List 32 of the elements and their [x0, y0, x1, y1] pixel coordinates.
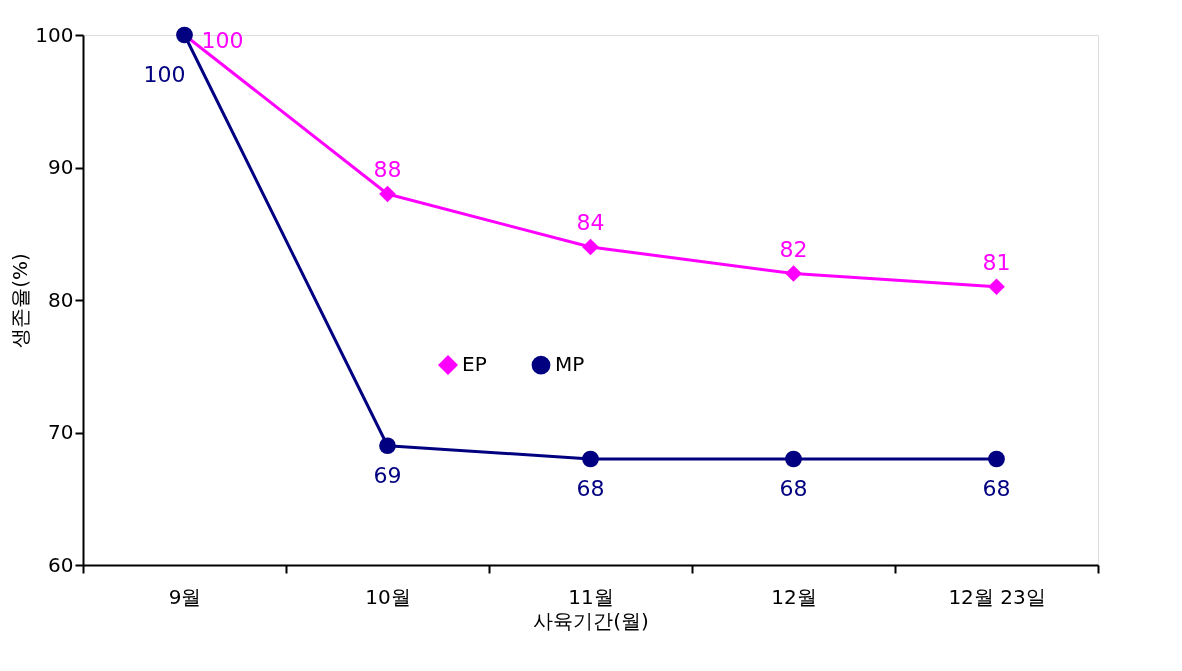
- y-tick-label: 90: [48, 155, 74, 179]
- y-axis-title: 생존율(%): [8, 253, 33, 348]
- point: [582, 238, 599, 256]
- y-tick-label: 70: [48, 420, 74, 444]
- point: [582, 450, 599, 468]
- point: [379, 185, 396, 203]
- x-tick-label: 11월: [568, 584, 614, 609]
- data-label: 81: [982, 249, 1011, 275]
- y-tick-label: 100: [35, 22, 74, 47]
- legend-label: MP: [555, 352, 585, 377]
- x-tick-label: 10월: [365, 584, 411, 609]
- data-label: 68: [982, 476, 1011, 501]
- data-label: 88: [373, 157, 402, 182]
- data-label: 68: [576, 476, 605, 501]
- data-label: 100: [201, 28, 244, 53]
- point: [379, 437, 396, 455]
- point: [988, 450, 1005, 468]
- point: [785, 265, 802, 282]
- x-tick-label: 12월: [771, 584, 817, 609]
- data-label: 100: [143, 62, 186, 87]
- data-label: 69: [373, 462, 402, 488]
- point: [988, 278, 1005, 296]
- x-tick-label: 12월 23일: [948, 584, 1046, 609]
- y-tick-label: 60: [48, 552, 74, 577]
- legend-label: EP: [462, 352, 487, 377]
- y-tick-label: 80: [48, 287, 74, 312]
- data-label: 82: [779, 236, 808, 262]
- x-tick-label: 9월: [168, 584, 202, 609]
- data-label: 68: [779, 476, 808, 501]
- x-axis-title: 사육기간(월): [533, 608, 649, 633]
- point: [785, 450, 802, 468]
- data-label: 84: [576, 210, 605, 235]
